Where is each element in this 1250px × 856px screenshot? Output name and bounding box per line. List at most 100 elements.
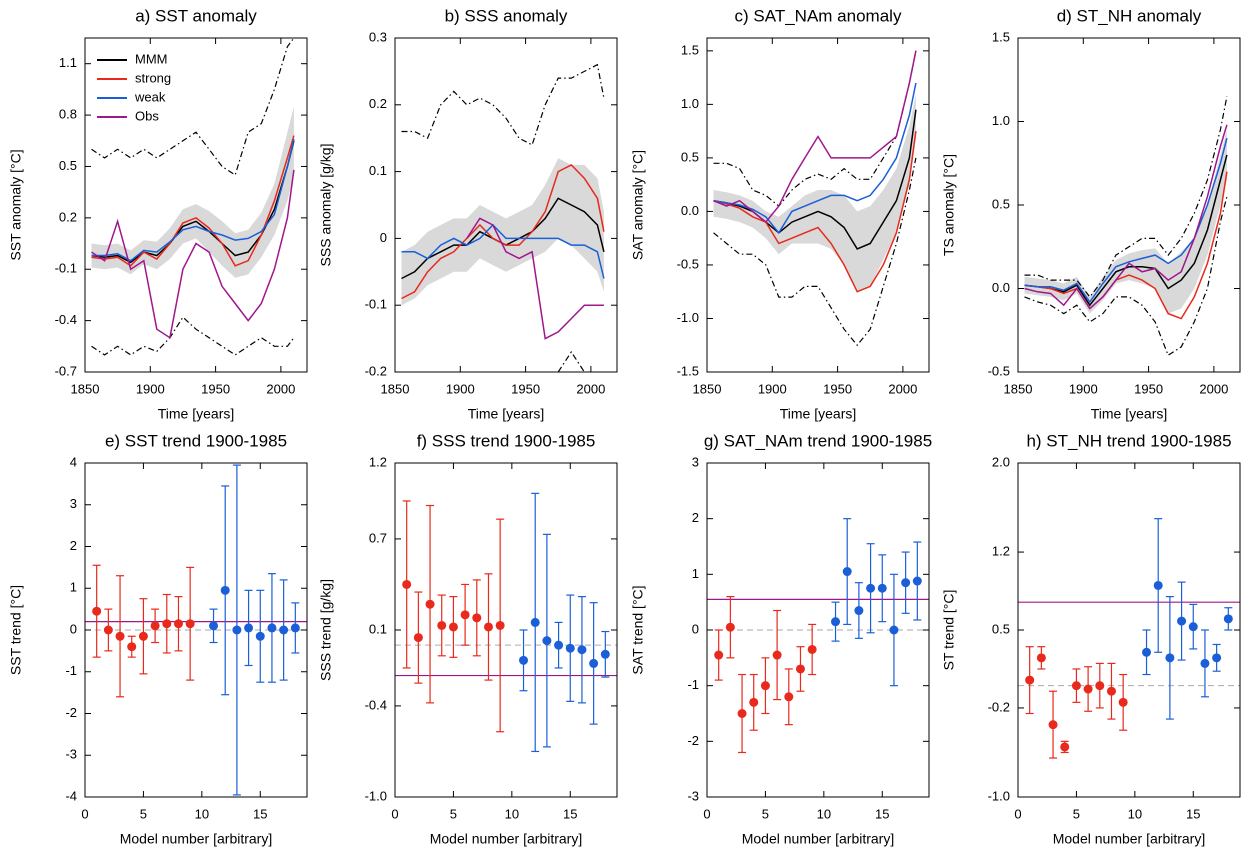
x-tick-label: 10 <box>1128 806 1142 821</box>
model-mean <box>889 625 899 635</box>
y-tick-label: 0.7 <box>369 530 387 545</box>
x-tick-label: 1900 <box>136 381 165 396</box>
x-tick-label: 0 <box>81 806 88 821</box>
plot-area <box>401 63 605 372</box>
model-mean <box>1165 653 1175 663</box>
spread-band <box>91 106 294 278</box>
x-tick-label: 15 <box>253 806 267 821</box>
model-mean <box>1212 653 1222 663</box>
y-tick-label: 1.2 <box>369 454 387 469</box>
x-tick-label: 1950 <box>823 381 852 396</box>
x-tick-label: 15 <box>563 806 577 821</box>
plot-area <box>713 50 917 347</box>
x-tick-label: 5 <box>450 806 457 821</box>
model-mean <box>1095 681 1105 691</box>
x-tick-label: 1850 <box>71 381 100 396</box>
x-tick-label: 10 <box>817 806 831 821</box>
model-mean <box>772 650 782 660</box>
x-tick-label: 15 <box>875 806 889 821</box>
model-mean <box>530 617 540 627</box>
plot-frame <box>1017 37 1241 373</box>
model-mean <box>220 585 230 595</box>
x-tick-label: 10 <box>505 806 519 821</box>
spread-band <box>713 93 916 292</box>
x-axis-label: Time [years] <box>158 406 235 422</box>
model-mean <box>1036 653 1046 663</box>
series-line <box>1024 154 1228 307</box>
y-tick-label: -1.0 <box>677 310 699 325</box>
model-mean <box>92 606 102 616</box>
model-mean <box>1118 697 1128 707</box>
x-tick-label: 15 <box>1186 806 1200 821</box>
model-mean <box>1153 580 1163 590</box>
x-tick-label: 2000 <box>266 381 295 396</box>
model-mean <box>173 619 183 629</box>
model-mean <box>402 579 412 589</box>
model-mean <box>279 625 289 635</box>
model-mean <box>209 621 219 631</box>
envelope-line <box>1024 96 1228 298</box>
x-tick-label: 0 <box>1014 806 1021 821</box>
model-mean <box>565 643 575 653</box>
x-tick-label: 1900 <box>446 381 475 396</box>
x-tick-label: 1900 <box>758 381 787 396</box>
model-mean <box>267 623 277 633</box>
x-tick-label: 1950 <box>1134 381 1163 396</box>
y-axis-label: SST trend [°C] <box>8 585 24 675</box>
x-tick-label: 10 <box>195 806 209 821</box>
model-mean <box>1083 684 1093 694</box>
series-line <box>91 138 295 262</box>
model-mean <box>737 709 747 718</box>
model-mean <box>542 636 552 646</box>
y-axis-label: SAT trend [°C] <box>630 585 646 674</box>
x-axis-label: Model number [arbitrary] <box>120 831 273 847</box>
series-line <box>713 109 917 250</box>
model-mean <box>519 655 529 665</box>
model-mean <box>232 625 242 635</box>
plot-frame <box>84 462 308 798</box>
y-tick-label: 1.2 <box>992 544 1010 559</box>
y-tick-label: -1 <box>687 677 699 692</box>
y-tick-label: 0.5 <box>681 149 699 164</box>
legend-label: strong <box>135 70 171 85</box>
envelope-line <box>557 350 585 372</box>
y-tick-label: 0 <box>380 230 387 245</box>
plot-area <box>85 464 307 796</box>
series-line <box>91 135 295 267</box>
model-mean <box>577 645 587 655</box>
model-mean <box>150 621 160 631</box>
model-mean <box>1048 720 1058 730</box>
legend-label: MMM <box>135 51 168 66</box>
y-tick-label: 0.0 <box>992 280 1010 295</box>
model-mean <box>901 578 911 588</box>
y-tick-label: 4 <box>70 454 77 469</box>
model-mean <box>127 642 137 652</box>
panel-title: c) SAT_NAm anomaly <box>735 6 902 25</box>
model-mean <box>842 567 852 577</box>
x-tick-label: 1950 <box>511 381 540 396</box>
model-mean <box>912 576 922 586</box>
y-tick-label: 2.0 <box>992 454 1010 469</box>
y-tick-label: 0.1 <box>369 163 387 178</box>
y-tick-label: 1 <box>70 580 77 595</box>
model-mean <box>760 681 770 691</box>
envelope-line <box>713 50 917 207</box>
model-mean <box>1025 675 1035 685</box>
series-line <box>91 169 295 339</box>
y-tick-label: 0 <box>692 621 699 636</box>
model-mean <box>290 623 300 633</box>
y-tick-label: 0.2 <box>59 209 77 224</box>
x-tick-label: 5 <box>1073 806 1080 821</box>
legend-label: weak <box>134 89 166 104</box>
series-line <box>1024 138 1228 304</box>
x-tick-label: 1850 <box>693 381 722 396</box>
model-mean <box>1106 686 1116 696</box>
x-tick-label: 1950 <box>201 381 230 396</box>
model-mean <box>877 583 887 593</box>
y-tick-label: 0.0 <box>681 203 699 218</box>
y-tick-label: 3 <box>692 454 699 469</box>
x-axis-label: Model number [arbitrary] <box>430 831 583 847</box>
y-tick-label: -2 <box>687 733 699 748</box>
y-axis-label: SST anomaly [°C] <box>8 149 24 260</box>
plot-frame <box>706 37 930 373</box>
